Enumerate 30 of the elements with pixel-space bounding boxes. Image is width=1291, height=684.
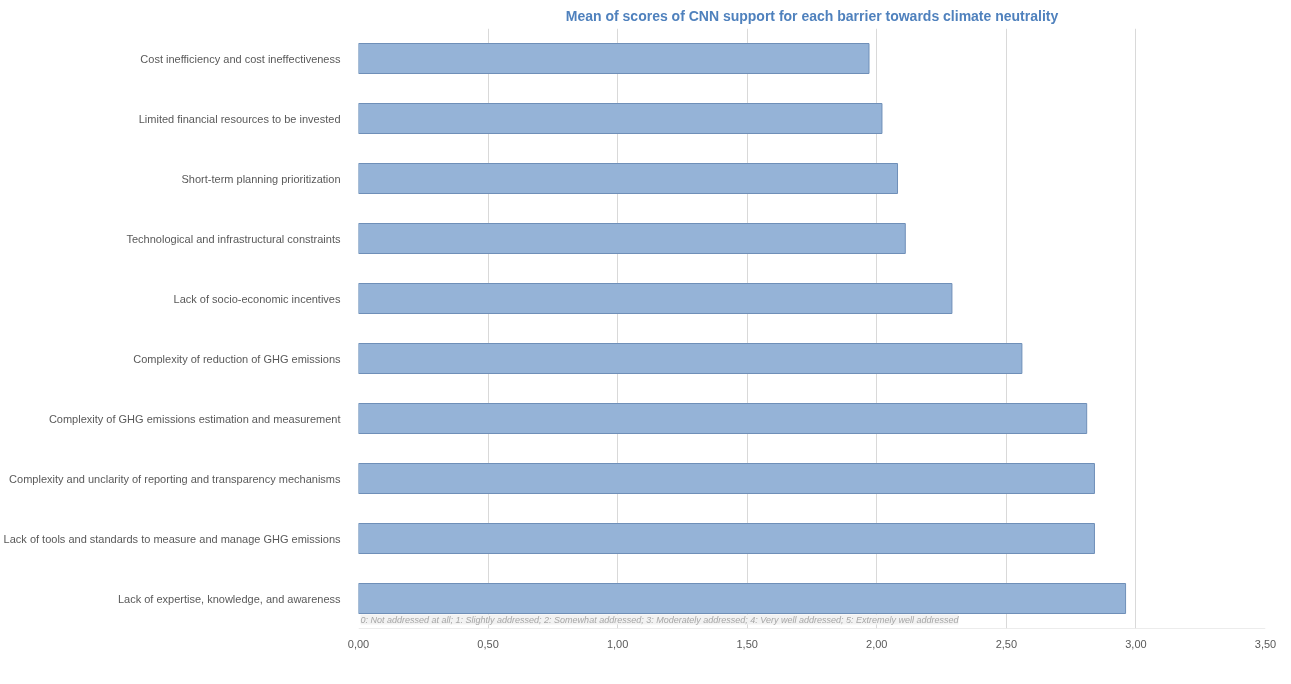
bar (358, 523, 1095, 554)
bar (358, 583, 1127, 614)
y-tick-label: Lack of tools and standards to measure and manage GHG emissions (3, 532, 341, 545)
y-tick-label: Limited financial resources to be invested (138, 112, 341, 125)
annotation: 0: Not addressed at all; 1: Slightly addressed; 2: Somewhat addressed; 3: Moderately addressed; 4: Very well addressed; 5: Extremely well addressed (360, 614, 960, 625)
x-tick-label: 0,50 (477, 637, 499, 650)
x-tick-label: 3,00 (1125, 637, 1147, 650)
bar (358, 343, 1023, 374)
x-tick-label: 0,00 (347, 637, 370, 650)
y-tick-label: Complexity of GHG emissions estimation and measurement (48, 412, 341, 425)
bar (358, 103, 883, 134)
x-tick-label: 2,50 (995, 637, 1018, 650)
bar (358, 223, 906, 254)
y-tick-label: Short-term planning prioritization (181, 172, 341, 185)
bar (358, 403, 1088, 434)
y-tick-label: Cost inefficiency and cost ineffectiveness (140, 52, 341, 65)
bar (358, 163, 899, 194)
y-tick-label: Complexity and unclarity of reporting and transparency mechanisms (9, 472, 341, 485)
y-tick-label: Technological and infrastructural constraints (126, 232, 341, 245)
x-tick-label: 3,50 (1254, 637, 1277, 650)
x-tick-label: 1,00 (606, 637, 629, 650)
y-tick-label: Lack of expertise, knowledge, and awareness (117, 592, 341, 605)
y-tick-label: Lack of socio-economic incentives (173, 292, 341, 305)
bar (358, 283, 953, 314)
x-tick-label: 2,00 (866, 637, 888, 650)
x-tick-label: 1,50 (736, 637, 758, 650)
bar (358, 43, 870, 74)
chart-title: Mean of scores of CNN support for each barrier towards climate neutrality (565, 7, 1059, 24)
bar (358, 463, 1095, 494)
y-tick-label: Complexity of reduction of GHG emissions (133, 352, 341, 365)
